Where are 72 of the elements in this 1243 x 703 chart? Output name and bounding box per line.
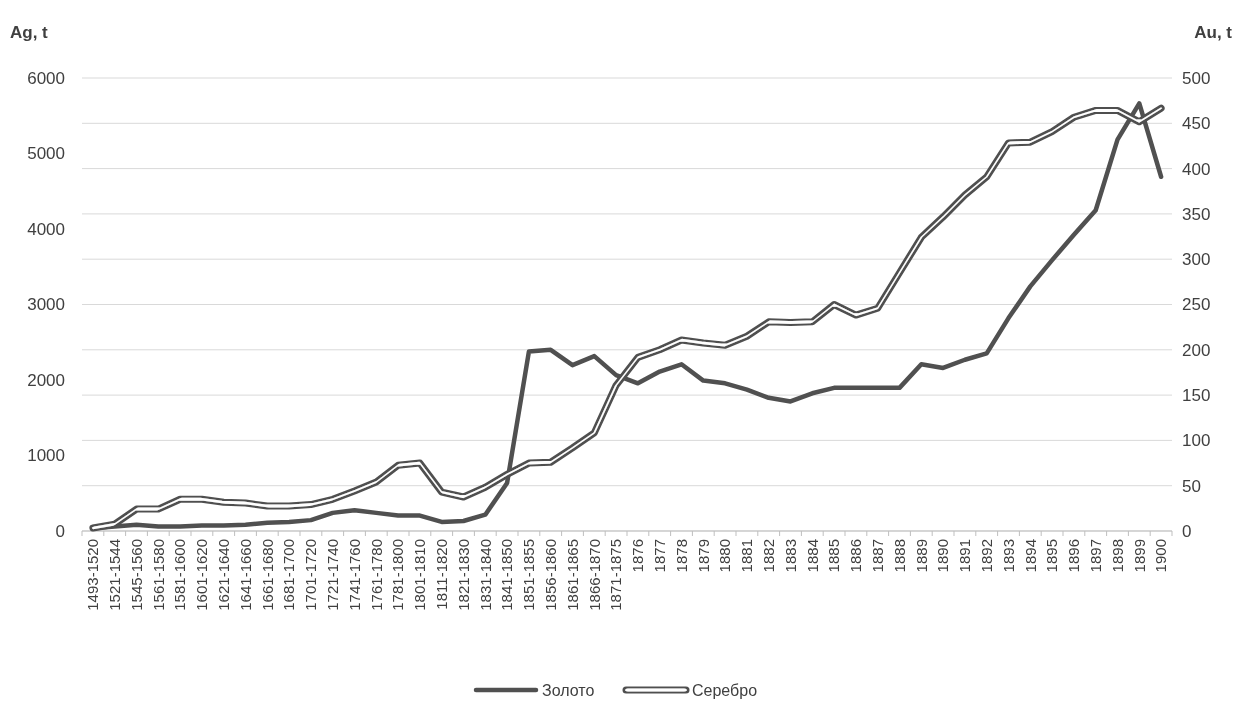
x-tick-label: 1879 [694,539,712,573]
x-tick-label: 1681-1700 [280,539,298,611]
x-tick-label: 1898 [1108,539,1126,573]
x-tick-label: 1831-1840 [476,539,494,611]
y2-tick-label: 50 [1182,476,1201,496]
x-tick-label: 1878 [672,539,690,573]
x-tick-label: 1801-1810 [411,539,429,611]
x-tick-label: 1621-1640 [214,539,232,611]
x-tick-label: 1856-1860 [541,539,559,611]
x-tick-label: 1884 [803,539,821,573]
legend-label: Серебро [692,681,758,699]
x-tick-label: 1781-1800 [389,539,407,611]
y-tick-label: 6000 [27,68,65,88]
y-tick-label: 5000 [27,144,65,164]
x-tick-label: 1891 [956,539,974,573]
x-tick-label: 1661-1680 [258,539,276,611]
y2-tick-label: 100 [1182,431,1211,451]
x-tick-label: 1895 [1043,539,1061,573]
x-tick-label: 1885 [825,539,843,573]
y-tick-label: 3000 [27,295,65,315]
x-tick-label: 1821-1830 [454,539,472,611]
x-tick-label: 1741-1760 [345,539,363,611]
y-tick-label: 1000 [27,446,65,466]
x-tick-label: 1851-1855 [520,539,538,611]
x-tick-label: 1545-1560 [127,539,145,611]
x-tick-label: 1581-1600 [171,539,189,611]
x-tick-label: 1900 [1152,539,1170,573]
y2-tick-label: 500 [1182,68,1211,88]
x-tick-label: 1876 [629,539,647,573]
y2-tick-label: 150 [1182,386,1211,406]
x-tick-label: 1721-1740 [323,539,341,611]
x-tick-label: 1888 [890,539,908,573]
x-tick-label: 1561-1580 [149,539,167,611]
y2-tick-label: 250 [1182,295,1211,315]
x-tick-label: 1841-1850 [498,539,516,611]
x-tick-label: 1521-1544 [105,539,123,611]
x-tick-label: 1871-1875 [607,539,625,611]
x-tick-label: 1882 [759,539,777,573]
x-tick-label: 1493-1520 [84,539,102,611]
x-tick-label: 1899 [1130,539,1148,573]
x-tick-label: 1866-1870 [585,539,603,611]
x-tick-label: 1881 [738,539,756,573]
y-axis-title: Ag, t [10,23,49,42]
x-tick-label: 1887 [868,539,886,573]
x-tick-label: 1861-1865 [563,539,581,611]
y-tick-label: 0 [55,521,65,541]
y2-axis-title: Au, t [1194,23,1233,42]
legend-label: Золото [542,681,595,699]
x-tick-label: 1893 [999,539,1017,573]
y-tick-label: 2000 [27,370,65,390]
y2-tick-label: 0 [1182,521,1192,541]
x-tick-label: 1641-1660 [236,539,254,611]
x-tick-label: 1897 [1086,539,1104,573]
x-tick-label: 1883 [781,539,799,573]
y-tick-label: 4000 [27,219,65,239]
x-tick-label: 1880 [716,539,734,573]
x-tick-label: 1892 [977,539,995,573]
x-tick-label: 1761-1780 [367,539,385,611]
x-tick-label: 1811-1820 [432,539,450,610]
y2-tick-label: 350 [1182,204,1211,224]
y2-tick-label: 300 [1182,250,1211,270]
x-tick-label: 1889 [912,539,930,573]
x-tick-label: 1890 [934,539,952,573]
x-tick-label: 1894 [1021,539,1039,573]
x-tick-label: 1896 [1065,539,1083,573]
y2-tick-label: 200 [1182,340,1211,360]
x-tick-label: 1877 [650,539,668,573]
y2-tick-label: 400 [1182,159,1211,179]
y2-tick-label: 450 [1182,114,1211,134]
x-tick-label: 1601-1620 [193,539,211,611]
x-tick-label: 1701-1720 [302,539,320,611]
x-tick-label: 1886 [847,539,865,573]
